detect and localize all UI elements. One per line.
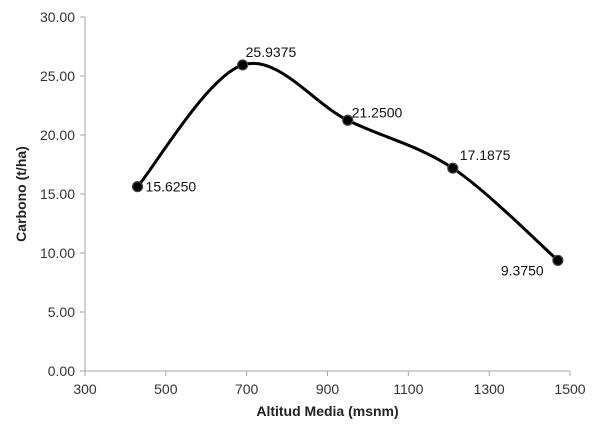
- x-tick-label: 900: [316, 381, 340, 397]
- x-axis-title: Altitud Media (msnm): [256, 403, 398, 419]
- y-tick-label: 5.00: [48, 304, 75, 320]
- y-axis-title: Carbono (t/ha): [13, 146, 29, 242]
- x-tick-label: 1100: [393, 381, 423, 397]
- x-tick-label: 1500: [554, 381, 585, 397]
- y-tick-label: 15.00: [40, 186, 75, 202]
- y-tick-label: 0.00: [48, 363, 75, 379]
- x-tick-label: 500: [154, 381, 178, 397]
- data-label: 17.1875: [460, 147, 511, 163]
- data-label: 25.9375: [246, 44, 297, 60]
- x-tick-label: 300: [73, 381, 97, 397]
- data-point: [237, 59, 249, 71]
- x-tick-label: 1300: [474, 381, 505, 397]
- y-tick-label: 25.00: [40, 68, 75, 84]
- data-points: [131, 59, 564, 266]
- data-point: [552, 254, 564, 266]
- y-tick-label: 30.00: [40, 9, 75, 25]
- y-tick-label: 20.00: [40, 127, 75, 143]
- data-point: [131, 181, 144, 193]
- data-labels: 15.6250 25.9375 21.2500 17.1875 9.3750: [146, 44, 544, 278]
- data-label: 9.3750: [501, 262, 544, 278]
- data-label: 15.6250: [146, 179, 197, 195]
- data-point: [342, 114, 354, 126]
- x-tick-label: 700: [235, 381, 259, 397]
- data-label: 21.2500: [352, 104, 403, 120]
- data-point: [447, 162, 459, 174]
- tick-labels: 0.00 5.00 10.00 15.00 20.00 25.00 30.00 300 500 7…: [40, 9, 586, 397]
- y-tick-label: 10.00: [40, 245, 75, 261]
- axes: [80, 16, 571, 376]
